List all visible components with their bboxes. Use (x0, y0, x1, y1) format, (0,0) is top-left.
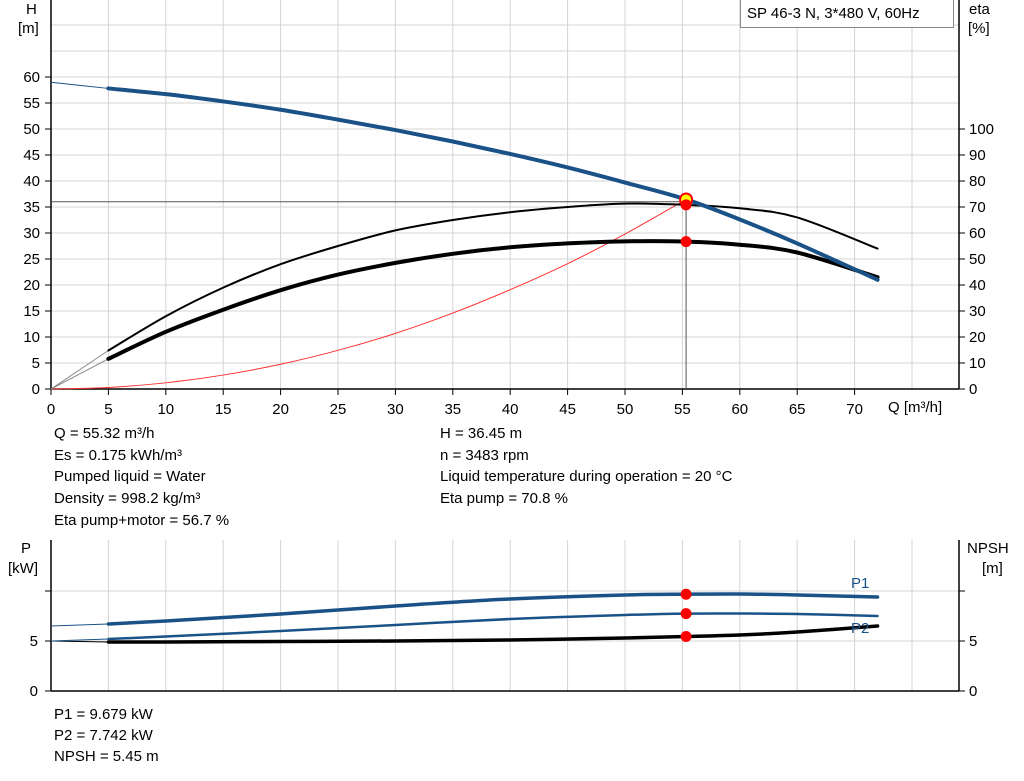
y-tick-label: 25 (23, 251, 40, 268)
y-tick-label: 5 (32, 355, 40, 372)
series-label-p1: P1 (851, 575, 870, 592)
y-tick-label: 40 (23, 173, 40, 190)
y-tick-label: 0 (32, 381, 40, 398)
y-axis-unit-h: [m] (18, 20, 39, 37)
info-eta-pump-motor: Eta pump+motor = 56.7 % (54, 512, 230, 529)
p1-curve (106, 592, 880, 626)
p2-marker (680, 608, 692, 620)
x-tick-label: 10 (157, 401, 174, 418)
info-n: n = 3483 rpm (440, 447, 529, 464)
info-npsh: NPSH = 5.45 m (54, 748, 159, 765)
p2-curve-extension (50, 638, 109, 642)
y2-axis-unit-eta: [%] (968, 20, 990, 37)
y-tick-label: 35 (23, 199, 40, 216)
info-p2: P2 = 7.742 kW (54, 727, 153, 744)
p-tick-label: 5 (30, 633, 38, 650)
p-tick-label: 0 (30, 683, 38, 700)
head-curve (106, 86, 880, 282)
p-axis-unit: [kW] (8, 560, 38, 577)
npsh-axis-label: NPSH (967, 540, 1009, 557)
x-tick-label: 20 (272, 401, 289, 418)
eta-pump-curve-extension (50, 350, 109, 390)
x-tick-label: 70 (846, 401, 863, 418)
p2-curve (107, 612, 879, 641)
p1-marker (680, 588, 692, 600)
y2-tick-label: 70 (969, 199, 986, 216)
y2-axis-label-eta: eta (969, 1, 990, 18)
y2-tick-label: 60 (969, 225, 986, 242)
y2-tick-label: 30 (969, 303, 986, 320)
x-tick-label: 30 (387, 401, 404, 418)
info-temp: Liquid temperature during operation = 20… (440, 468, 733, 485)
npsh-tick-label: 5 (969, 633, 977, 650)
x-tick-label: 0 (47, 401, 55, 418)
y-tick-label: 55 (23, 95, 40, 112)
p1-curve-extension (50, 623, 109, 627)
info-es: Es = 0.175 kWh/m³ (54, 447, 182, 464)
x-tick-label: 60 (731, 401, 748, 418)
chart-title: SP 46-3 N, 3*480 V, 60Hz (740, 0, 954, 28)
x-tick-label: 25 (330, 401, 347, 418)
y-tick-label: 30 (23, 225, 40, 242)
y-tick-label: 45 (23, 147, 40, 164)
y-tick-label: 20 (23, 277, 40, 294)
y2-tick-label: 10 (969, 355, 986, 372)
y-tick-label: 15 (23, 303, 40, 320)
y2-tick-label: 20 (969, 329, 986, 346)
npsh-marker (680, 631, 692, 642)
info-density: Density = 998.2 kg/m³ (54, 490, 201, 507)
x-tick-label: 15 (215, 401, 232, 418)
info-h: H = 36.45 m (440, 425, 523, 442)
x-tick-label: 5 (104, 401, 112, 418)
x-tick-label: 65 (789, 401, 806, 418)
x-axis-label: Q [m³/h] (888, 399, 943, 416)
y-tick-label: 60 (23, 69, 40, 86)
y2-tick-label: 100 (969, 121, 994, 138)
npsh-axis-unit: [m] (982, 560, 1003, 577)
eta-pump-motor-curve (106, 239, 880, 361)
info-liquid: Pumped liquid = Water (54, 468, 206, 485)
eta-pump-curve (107, 202, 879, 352)
eta-pump-marker (680, 199, 692, 211)
x-tick-label: 35 (444, 401, 461, 418)
y2-tick-label: 80 (969, 173, 986, 190)
x-tick-label: 40 (502, 401, 519, 418)
x-tick-label: 45 (559, 401, 576, 418)
npsh-tick-label: 0 (969, 683, 977, 700)
info-eta-pump: Eta pump = 70.8 % (440, 490, 568, 507)
info-q: Q = 55.32 m³/h (54, 425, 155, 442)
y2-tick-label: 40 (969, 277, 986, 294)
p-axis-label: P (21, 540, 32, 557)
npsh-curve (106, 624, 880, 644)
info-p1: P1 = 9.679 kW (54, 706, 153, 723)
y2-tick-label: 0 (969, 381, 977, 398)
y-tick-label: 50 (23, 121, 40, 138)
eta-pump-motor-curve-extension (50, 358, 109, 390)
y-tick-label: 10 (23, 329, 40, 346)
series-label-p2: P2 (851, 620, 870, 637)
x-tick-label: 55 (674, 401, 691, 418)
y2-tick-label: 50 (969, 251, 986, 268)
head-curve-extension (50, 81, 109, 89)
x-tick-label: 50 (617, 401, 634, 418)
y2-tick-label: 90 (969, 147, 986, 164)
eta-pump-motor-marker (680, 236, 692, 248)
y-axis-label-h: H (26, 1, 37, 18)
system-curve (50, 199, 687, 390)
